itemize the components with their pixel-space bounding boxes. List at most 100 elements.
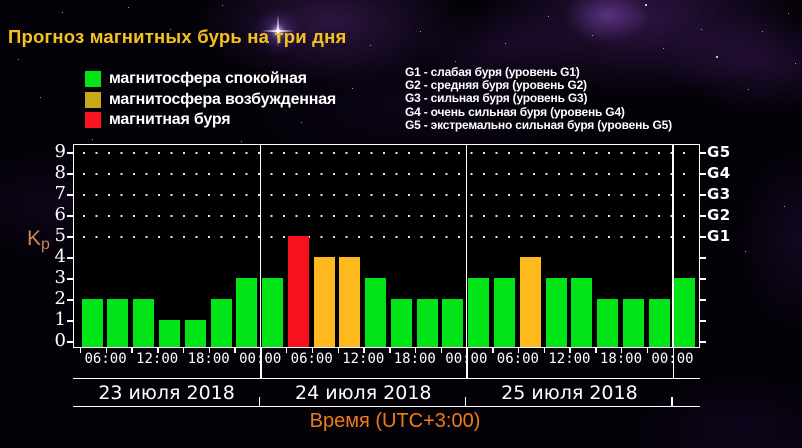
storm-level-line: G4 - очень сильная буря (уровень G4)	[405, 104, 625, 119]
x-axis-tick	[569, 348, 571, 353]
date-band-tick	[258, 397, 261, 406]
date-band: 23 июля 2018 24 июля 2018 25 июля 2018	[73, 378, 700, 407]
y-axis-tick-label: 1	[54, 309, 66, 330]
star	[701, 29, 702, 30]
y-axis-tick-right	[700, 152, 706, 154]
y-axis-tick-label: 9	[54, 141, 66, 162]
x-axis-tick	[363, 348, 365, 353]
kp-bar	[519, 257, 541, 347]
y-axis-tick-left	[67, 320, 73, 322]
date-band-tick	[671, 397, 673, 406]
x-axis-tick	[79, 348, 82, 353]
y-axis-label-K: K	[27, 227, 42, 250]
kp-bar	[107, 299, 129, 347]
x-axis-tick	[543, 348, 546, 353]
x-axis-tick	[620, 348, 623, 353]
storm-level-line: G2 - средняя буря (уровень G2)	[405, 78, 587, 93]
star	[128, 7, 129, 8]
x-axis-tick	[440, 348, 443, 353]
star	[420, 31, 421, 32]
x-axis-tick	[492, 348, 494, 353]
y-axis-label-p: p	[41, 236, 50, 253]
kp-bar	[674, 278, 696, 347]
date-label: 24 июля 2018	[295, 382, 432, 404]
kp-bar	[313, 257, 335, 347]
storm-level-line: G1 - слабая буря (уровень G1)	[405, 65, 580, 79]
star	[788, 13, 789, 14]
x-axis-tick	[182, 348, 185, 353]
page-title: Прогноз магнитных бурь на три дня	[8, 26, 347, 47]
time-tick-label: 06:00	[84, 351, 127, 367]
y-axis-tick-left	[67, 215, 73, 217]
day-divider	[465, 145, 468, 347]
kp-bar	[262, 278, 284, 347]
legend-swatch-active	[85, 92, 101, 108]
y-axis-tick-label: 4	[54, 246, 66, 267]
star	[592, 35, 593, 36]
kp-bar	[287, 236, 309, 347]
star	[352, 88, 353, 89]
legend-item-label: магнитная буря	[109, 111, 231, 128]
y-axis-tick-label: 7	[54, 183, 66, 204]
kp-bar	[545, 278, 567, 347]
star	[222, 5, 223, 6]
star	[18, 59, 19, 60]
time-tick-label: 18:00	[187, 351, 230, 367]
star	[784, 206, 785, 207]
star	[645, 4, 647, 6]
y-axis-tick-right	[700, 299, 706, 301]
kp-bar	[236, 278, 258, 347]
star	[795, 63, 796, 64]
y-axis-tick-left	[67, 152, 73, 154]
date-label: 25 июля 2018	[501, 382, 638, 404]
star	[745, 251, 746, 252]
x-axis-tick	[337, 348, 339, 353]
x-axis-tick	[285, 348, 288, 353]
star	[92, 139, 93, 140]
y-axis-tick-left	[67, 257, 73, 259]
star	[748, 89, 749, 90]
time-tick-label: 06:00	[290, 351, 333, 367]
legend-item-label: магнитосфера возбужденная	[109, 91, 337, 108]
kp-bar	[597, 299, 619, 347]
kp-bar	[159, 320, 180, 347]
y-axis-tick-left	[67, 341, 73, 343]
gridline-dots	[83, 193, 695, 196]
kp-bar	[210, 299, 232, 347]
time-tick-label: 18:00	[393, 351, 436, 367]
day-boundary-tick	[672, 348, 674, 379]
y-axis-tick-right	[700, 173, 706, 175]
kp-bar	[571, 278, 593, 347]
star	[40, 97, 41, 98]
kp-bar	[339, 257, 361, 347]
plot-area	[73, 144, 700, 348]
x-axis-tick	[414, 348, 417, 353]
kp-bar	[390, 299, 412, 347]
x-axis-tick	[646, 348, 649, 353]
y-axis-tick-right	[700, 215, 706, 217]
star	[301, 122, 302, 123]
star	[716, 56, 718, 58]
y-axis-tick-label: 8	[54, 162, 66, 183]
y-axis-tick-right	[700, 236, 706, 238]
y-axis-tick-left	[67, 236, 73, 238]
time-tick-label: 00:00	[445, 351, 488, 367]
day-boundary-tick	[466, 348, 468, 379]
kp-bar	[133, 299, 155, 347]
x-axis-tick	[311, 348, 314, 353]
legend-item: магнитная буря	[85, 111, 231, 129]
kp-bar	[184, 320, 206, 347]
day-divider	[259, 145, 262, 347]
day-divider	[672, 145, 674, 347]
star	[62, 12, 63, 13]
time-tick-label: 00:00	[239, 351, 282, 367]
kp-bar	[365, 278, 387, 347]
star	[505, 43, 506, 44]
y-axis-tick-right	[700, 341, 706, 343]
time-tick-label: 12:00	[548, 351, 591, 367]
x-axis-tick	[595, 348, 597, 353]
x-axis-tick	[131, 348, 133, 353]
y-axis-tick-right	[700, 194, 706, 196]
time-tick-label: 18:00	[599, 351, 643, 367]
y-axis-tick-right	[700, 278, 706, 280]
